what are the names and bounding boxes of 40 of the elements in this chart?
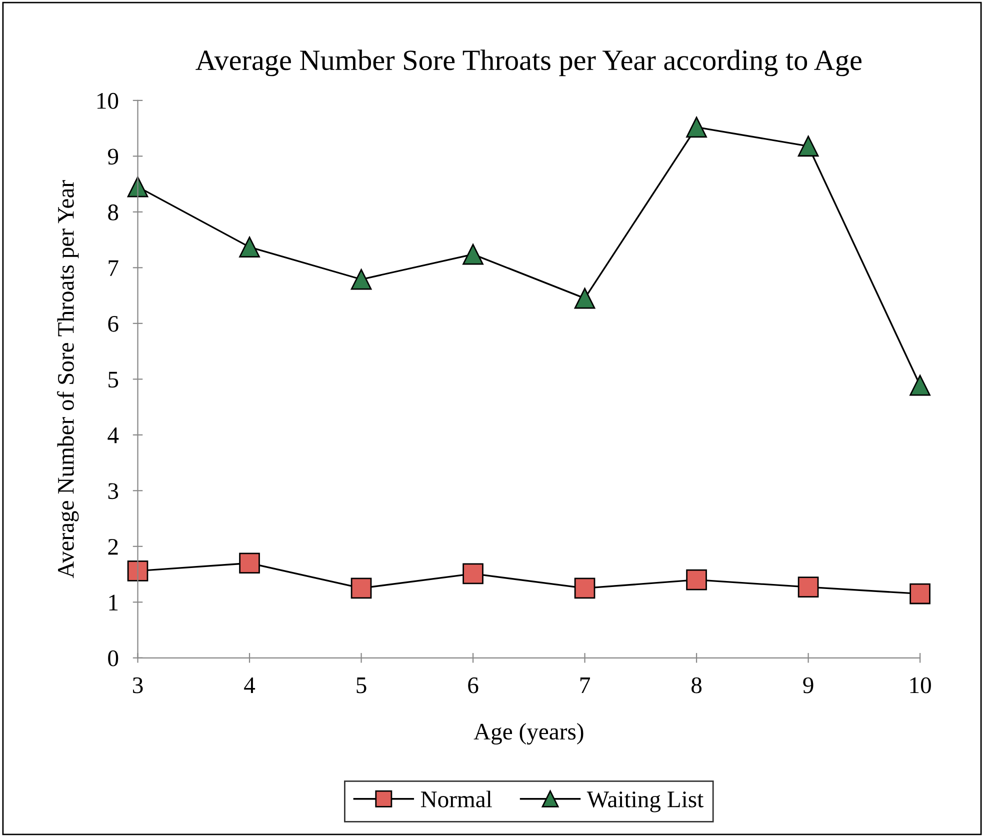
point (686, 569, 707, 590)
x-tick-label: 8 (692, 677, 702, 694)
y-tick-label: 4 (108, 428, 119, 444)
point (350, 578, 372, 599)
x-tick-label: 10 (910, 677, 931, 694)
point (127, 176, 148, 198)
point (239, 236, 260, 258)
y-tick-label: 6 (108, 316, 118, 332)
y-tick-label: 8 (108, 204, 118, 220)
point (910, 374, 930, 396)
y-tick-label: 10 (97, 92, 118, 109)
x-tick-label: 9 (803, 677, 814, 694)
point (462, 563, 484, 584)
y-tick-label: 3 (108, 483, 118, 500)
point (910, 583, 930, 604)
point (239, 552, 260, 574)
y-tick-label: 7 (108, 260, 118, 276)
chart-title: Average Number Sore Throats per Year according to Age (196, 50, 862, 76)
point (462, 244, 484, 265)
legend-label: Waiting List (586, 792, 704, 812)
y-tick-label: 2 (108, 538, 118, 555)
point (350, 268, 372, 290)
point (127, 560, 148, 582)
point (574, 288, 596, 309)
point (798, 576, 819, 598)
y-axis-title: Average Number of Sore Throats per Year (57, 180, 79, 578)
x-axis-title: Age (years) (474, 723, 584, 745)
x-tick-label: 3 (132, 677, 143, 694)
legend-label: Normal (420, 790, 492, 808)
x-tick-label: 6 (468, 677, 478, 694)
y-tick-label: 9 (108, 148, 118, 165)
y-tick-label: 5 (108, 372, 118, 388)
x-tick-label: 4 (244, 677, 256, 694)
x-tick-label: 5 (356, 678, 366, 694)
y-tick-label: 1 (109, 594, 118, 610)
y-tick-label: 0 (108, 650, 118, 666)
point (798, 136, 819, 157)
point (574, 578, 596, 599)
point (686, 116, 707, 138)
x-tick-label: 7 (580, 678, 590, 694)
